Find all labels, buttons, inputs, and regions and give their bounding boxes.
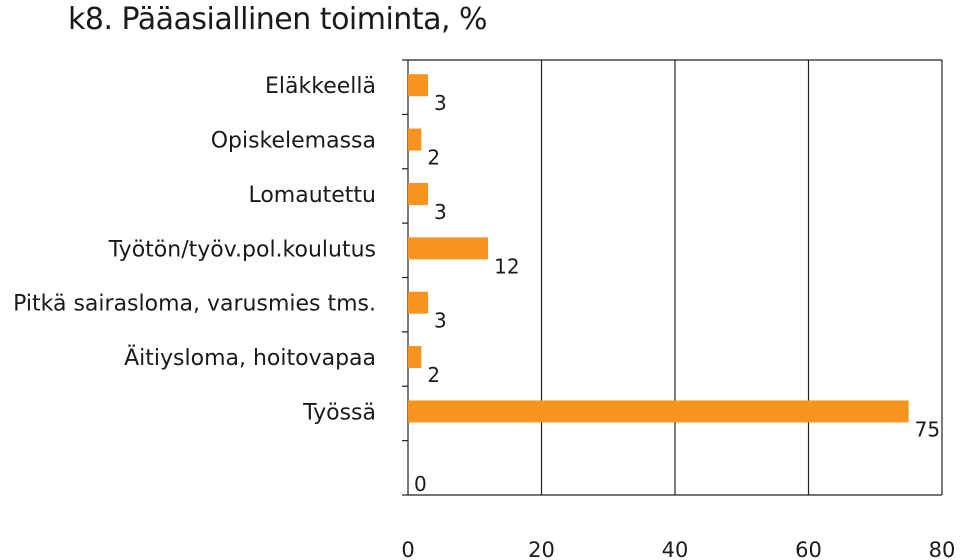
category-label-4: Työtön/työv.pol.koulutus (108, 237, 376, 262)
bar-1 (408, 74, 429, 97)
x-tick-label: 0 (401, 538, 414, 560)
bar-6 (408, 346, 422, 369)
x-tick-label: 20 (528, 538, 555, 560)
bar-7 (408, 400, 909, 423)
data-label-5: 3 (434, 309, 447, 333)
bar-3 (408, 182, 429, 205)
category-label-5: Pitkä sairasloma, varusmies tms. (13, 292, 376, 317)
data-label-4: 12 (494, 254, 519, 278)
data-label-3: 3 (434, 200, 447, 224)
bar-5 (408, 291, 429, 314)
category-label-2: Opiskelemassa (211, 129, 376, 154)
x-tick-label: 40 (662, 538, 689, 560)
category-label-7: Työssä (302, 400, 376, 425)
category-label-3: Lomautettu (248, 183, 376, 208)
bar-2 (408, 128, 422, 151)
x-tick-label: 80 (929, 538, 956, 560)
data-label-6: 2 (427, 363, 440, 387)
x-tick-label: 60 (795, 538, 822, 560)
data-label-1: 3 (434, 91, 447, 115)
bar-4 (408, 237, 489, 260)
data-label-8: 0 (414, 472, 427, 496)
category-label-1: Eläkkeellä (265, 74, 376, 99)
category-label-6: Äitiysloma, hoitovapaa (124, 345, 376, 371)
chart-title: k8. Pääasiallinen toiminta, % (68, 2, 488, 37)
data-label-7: 75 (915, 417, 940, 441)
data-label-2: 2 (427, 146, 440, 170)
